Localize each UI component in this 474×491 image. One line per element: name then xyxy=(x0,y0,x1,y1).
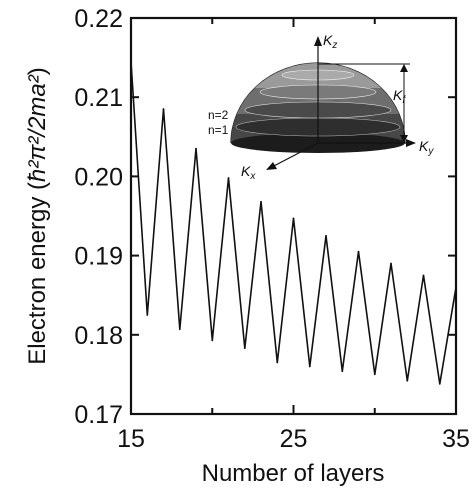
y-axis-title-suffix: ) xyxy=(24,67,51,75)
kx-arrow-head xyxy=(266,162,277,170)
y-tick-label: 0.21 xyxy=(74,84,123,112)
band-label-n1: n=1 xyxy=(208,123,229,137)
x-axis-tick-labels: 15 25 35 xyxy=(117,425,470,453)
data-point xyxy=(162,108,165,110)
data-point xyxy=(341,370,344,373)
data-point xyxy=(211,339,214,342)
kz-label-sub: z xyxy=(331,40,337,51)
y-tick-label: 0.17 xyxy=(74,401,123,429)
kz-label-main: K xyxy=(323,32,333,48)
data-point xyxy=(406,379,409,382)
data-point xyxy=(195,147,197,150)
ky-label-main: K xyxy=(419,138,429,154)
data-point xyxy=(438,383,441,385)
kf-label-main: K xyxy=(393,87,403,103)
data-point xyxy=(357,250,360,253)
data-point xyxy=(227,177,230,179)
data-point xyxy=(292,217,295,220)
kz-arrow-head xyxy=(314,36,322,46)
band-label-n2: n=2 xyxy=(208,108,229,122)
fermi-sphere-inset: Kz Kf Ky Kx n=2 n=1 xyxy=(208,32,434,182)
x-axis-ticks xyxy=(130,18,457,414)
kx-label-sub: x xyxy=(249,171,256,182)
y-axis-title-prefix: Electron energy ( xyxy=(24,182,51,365)
y-tick-label: 0.20 xyxy=(74,163,123,191)
kf-label: Kf xyxy=(393,87,406,106)
x-axis-title: Number of layers xyxy=(202,460,385,487)
kz-label: Kz xyxy=(323,32,337,51)
x-tick-label: 35 xyxy=(442,425,470,453)
data-point xyxy=(276,361,279,364)
kx-axis-line xyxy=(269,142,319,169)
data-point xyxy=(390,262,392,265)
ky-label-sub: y xyxy=(427,146,434,157)
x-tick-label: 15 xyxy=(117,425,145,453)
kx-label: Kx xyxy=(241,163,256,182)
kf-label-sub: f xyxy=(402,95,406,106)
data-point xyxy=(308,365,311,368)
y-tick-label: 0.22 xyxy=(74,5,123,33)
series-layer xyxy=(130,60,457,385)
y-axis-tick-labels: 0.17 0.18 0.19 0.20 0.21 0.22 xyxy=(74,5,123,429)
ky-label: Ky xyxy=(419,138,434,157)
data-point xyxy=(243,347,246,350)
y-axis-ticks xyxy=(131,17,456,415)
data-point xyxy=(325,234,327,237)
y-axis-title-units: ħ²π²/2ma² xyxy=(24,74,51,182)
data-point xyxy=(422,274,425,277)
data-point xyxy=(455,286,457,289)
data-point xyxy=(373,373,376,376)
y-axis-title: Electron energy (ħ²π²/2ma²) xyxy=(24,67,51,365)
x-tick-label: 25 xyxy=(280,425,308,453)
y-tick-label: 0.18 xyxy=(74,322,123,350)
kx-label-main: K xyxy=(241,163,251,179)
y-tick-label: 0.19 xyxy=(74,243,123,271)
data-point xyxy=(146,314,149,316)
data-point xyxy=(178,328,181,331)
ky-arrow-head xyxy=(406,139,416,147)
data-point xyxy=(260,200,262,203)
kf-arrow-bottom xyxy=(400,135,408,143)
kf-arrow-top xyxy=(400,64,408,72)
data-point xyxy=(130,60,132,63)
